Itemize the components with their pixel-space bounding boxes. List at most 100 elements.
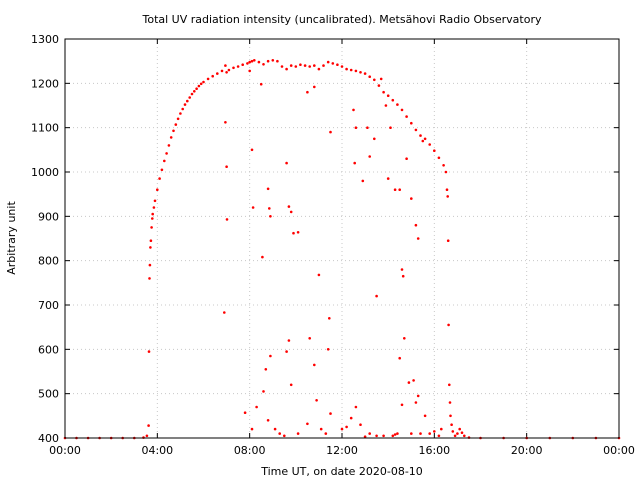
data-point	[428, 143, 432, 146]
tick-labels: 00:00 04:00 08:00 12:00 16:00 20:00 00:0040050…	[31, 33, 635, 457]
data-point	[152, 206, 156, 209]
y-tick-label: 1100	[31, 122, 59, 135]
data-point	[156, 188, 159, 191]
data-point	[368, 75, 372, 78]
data-point	[250, 427, 254, 431]
data-point	[183, 103, 187, 106]
data-point	[269, 354, 272, 358]
data-point	[289, 383, 293, 387]
data-point	[151, 217, 154, 220]
data-point	[379, 77, 383, 81]
data-point	[163, 159, 166, 163]
data-point	[289, 210, 293, 214]
data-point	[400, 403, 404, 407]
data-point	[324, 432, 328, 435]
data-point	[382, 434, 385, 438]
data-point	[449, 414, 452, 418]
data-point	[423, 137, 427, 141]
data-point	[373, 137, 376, 141]
data-point	[296, 231, 300, 234]
x-tick-label: 20:00	[511, 444, 543, 457]
data-point	[169, 136, 173, 139]
data-point	[352, 108, 355, 112]
data-point	[306, 422, 309, 426]
data-point	[366, 126, 369, 129]
data-point	[266, 187, 270, 191]
data-point	[241, 63, 244, 66]
y-tick-label: 1000	[31, 166, 59, 179]
data-point	[405, 157, 408, 160]
data-point	[246, 62, 249, 65]
data-point	[401, 274, 405, 278]
data-point	[225, 71, 228, 74]
data-point	[451, 430, 455, 433]
data-point	[148, 277, 151, 280]
data-point	[211, 74, 214, 78]
data-point	[248, 60, 251, 64]
data-point	[280, 65, 284, 68]
data-point	[236, 65, 240, 68]
data-point	[283, 434, 286, 438]
data-point	[359, 423, 362, 427]
data-point	[262, 63, 265, 66]
data-point	[361, 179, 365, 183]
data-point	[216, 72, 219, 75]
data-point	[353, 161, 357, 165]
data-point	[278, 432, 282, 435]
data-point	[273, 427, 277, 431]
data-point	[391, 98, 395, 102]
data-point	[313, 85, 316, 89]
data-point	[412, 379, 415, 382]
data-point	[349, 68, 353, 72]
data-point	[354, 126, 358, 129]
data-point	[433, 430, 436, 433]
data-point	[299, 63, 302, 66]
data-point	[400, 108, 404, 112]
data-point	[223, 311, 226, 314]
data-point	[396, 432, 399, 435]
data-point	[308, 337, 312, 340]
data-point	[287, 339, 291, 342]
data-point	[414, 223, 418, 227]
data-point	[153, 199, 157, 203]
data-point	[393, 433, 397, 436]
data-point	[336, 63, 339, 66]
data-point	[460, 431, 464, 435]
data-point	[167, 144, 171, 147]
data-point	[296, 432, 300, 435]
data-point	[398, 356, 402, 360]
data-point	[150, 226, 153, 229]
data-point	[384, 104, 388, 107]
data-point	[340, 65, 344, 68]
data-point	[322, 64, 325, 67]
data-point	[179, 112, 182, 115]
data-point	[266, 419, 270, 422]
data-point	[289, 64, 293, 67]
data-point	[398, 188, 402, 191]
y-tick-label: 500	[38, 388, 59, 401]
data-point	[149, 239, 153, 242]
data-point	[448, 401, 452, 404]
data-point	[248, 69, 251, 73]
data-point	[382, 90, 385, 94]
data-point	[315, 399, 318, 402]
data-point	[373, 78, 376, 82]
data-point	[202, 80, 205, 84]
data-point	[147, 350, 151, 353]
data-point	[313, 363, 316, 367]
y-tick-label: 800	[38, 255, 59, 268]
data-point	[391, 434, 395, 438]
data-point	[363, 72, 367, 75]
data-point	[262, 390, 265, 393]
data-point	[446, 239, 450, 242]
chart-title: Total UV radiation intensity (uncalibrat…	[142, 13, 542, 26]
data-point	[317, 67, 321, 71]
data-points	[63, 59, 621, 440]
data-point	[224, 121, 227, 124]
data-point	[199, 82, 203, 86]
y-tick-label: 700	[38, 299, 59, 312]
data-point	[416, 394, 420, 398]
data-point	[416, 237, 420, 240]
data-point	[463, 434, 466, 438]
